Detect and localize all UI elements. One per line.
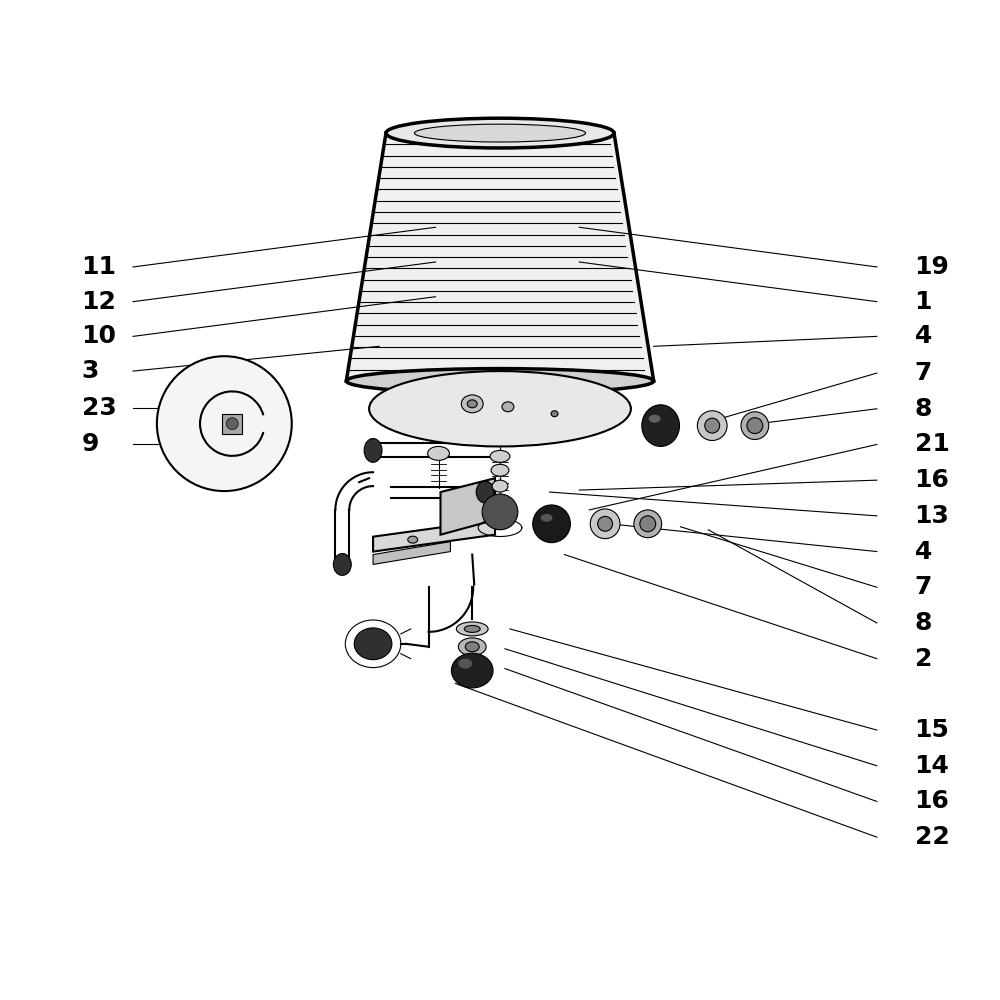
- Ellipse shape: [458, 659, 472, 669]
- Text: 7: 7: [915, 575, 932, 599]
- Ellipse shape: [649, 415, 661, 423]
- Text: 7: 7: [915, 361, 932, 385]
- Ellipse shape: [333, 554, 351, 575]
- Text: 2: 2: [915, 647, 932, 671]
- Text: 11: 11: [82, 255, 117, 279]
- Ellipse shape: [490, 450, 510, 462]
- Polygon shape: [373, 520, 495, 552]
- Circle shape: [226, 418, 238, 430]
- Text: 8: 8: [915, 397, 932, 421]
- Text: 21: 21: [915, 432, 949, 456]
- Polygon shape: [441, 478, 495, 535]
- Ellipse shape: [364, 439, 382, 462]
- Text: 22: 22: [915, 825, 949, 849]
- Circle shape: [482, 494, 518, 530]
- Polygon shape: [346, 133, 654, 381]
- Ellipse shape: [642, 405, 679, 446]
- Text: 10: 10: [82, 324, 117, 348]
- Circle shape: [157, 356, 292, 491]
- Ellipse shape: [705, 418, 720, 433]
- Ellipse shape: [551, 411, 558, 417]
- Text: 19: 19: [915, 255, 949, 279]
- Ellipse shape: [386, 118, 614, 148]
- Text: 8: 8: [915, 611, 932, 635]
- Ellipse shape: [461, 395, 483, 413]
- Text: 3: 3: [82, 359, 99, 383]
- Ellipse shape: [476, 481, 494, 503]
- Ellipse shape: [467, 400, 477, 408]
- Ellipse shape: [414, 124, 586, 142]
- Ellipse shape: [747, 418, 763, 434]
- Text: 14: 14: [915, 754, 949, 778]
- Ellipse shape: [464, 625, 480, 632]
- FancyBboxPatch shape: [222, 414, 242, 434]
- Ellipse shape: [491, 464, 509, 476]
- Ellipse shape: [465, 642, 479, 652]
- Ellipse shape: [456, 622, 488, 636]
- Ellipse shape: [346, 369, 654, 393]
- Ellipse shape: [590, 509, 620, 539]
- Text: 1: 1: [915, 290, 932, 314]
- Ellipse shape: [458, 638, 486, 656]
- Ellipse shape: [492, 480, 508, 492]
- Polygon shape: [373, 542, 450, 564]
- Text: 23: 23: [82, 396, 116, 420]
- Ellipse shape: [502, 402, 514, 412]
- Ellipse shape: [634, 510, 662, 538]
- Text: 4: 4: [915, 540, 932, 564]
- Ellipse shape: [598, 516, 613, 531]
- Text: 4: 4: [915, 324, 932, 348]
- Text: 12: 12: [82, 290, 116, 314]
- Text: 15: 15: [915, 718, 949, 742]
- Ellipse shape: [741, 412, 769, 440]
- Ellipse shape: [428, 446, 449, 460]
- Ellipse shape: [697, 411, 727, 440]
- Ellipse shape: [533, 505, 570, 543]
- Ellipse shape: [451, 653, 493, 688]
- Text: 13: 13: [915, 504, 949, 528]
- Ellipse shape: [354, 628, 392, 660]
- Text: 16: 16: [915, 468, 949, 492]
- Ellipse shape: [640, 516, 656, 532]
- Text: 9: 9: [82, 432, 99, 456]
- Ellipse shape: [408, 536, 418, 543]
- Text: 16: 16: [915, 789, 949, 813]
- Ellipse shape: [541, 514, 553, 522]
- Ellipse shape: [369, 371, 631, 446]
